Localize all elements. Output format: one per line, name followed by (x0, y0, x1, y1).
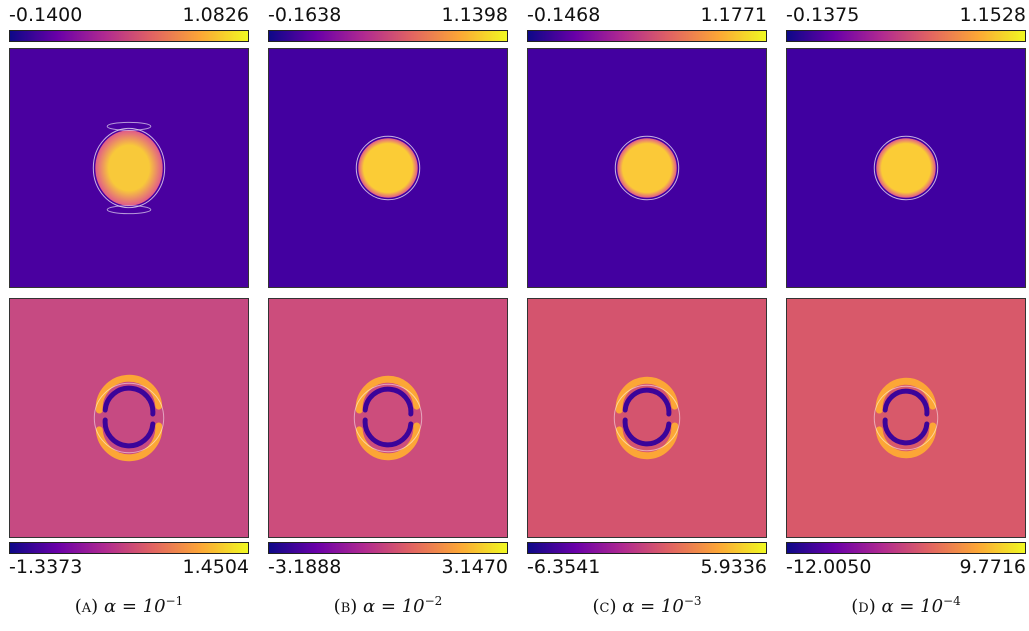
top-colorbar-max-label: 1.0826 (182, 4, 249, 26)
top-colorbar-min-label: -0.1375 (786, 4, 860, 26)
difference-contour (353, 383, 423, 453)
caption-tag: (b) (333, 596, 358, 617)
bottom-colorbar (527, 542, 767, 554)
top-colorbar (268, 30, 508, 42)
figure-column-1: -0.1400 1.0826 -1.3373 1.4504 (a) α = 10−1 (9, 0, 249, 631)
caption-tag: (c) (592, 596, 617, 617)
negative-arc (882, 417, 930, 446)
caption-exponent: −2 (424, 594, 443, 608)
negative-arc (622, 387, 672, 417)
caption-formula: α = 10 (881, 596, 944, 617)
negative-arc (102, 417, 156, 449)
density-blob (95, 130, 163, 206)
caption-tag: (a) (74, 596, 99, 617)
top-colorbar (9, 30, 249, 42)
density-blob (876, 138, 936, 198)
density-panel (268, 48, 508, 288)
density-blob (358, 138, 418, 198)
top-colorbar-min-label: -0.1400 (9, 4, 83, 26)
caption-formula: α = 10 (103, 596, 166, 617)
difference-contour (93, 382, 165, 454)
panel-caption: (c) α = 10−3 (527, 594, 767, 617)
caption-formula: α = 10 (622, 596, 684, 617)
figure-column-3: -0.1468 1.1771 -6.3541 5.9336 (c) α = 10−3 (527, 0, 767, 631)
negative-arc (622, 417, 672, 447)
field-background (787, 299, 1025, 537)
top-colorbar (527, 30, 767, 42)
caption-formula: α = 10 (363, 596, 425, 617)
top-colorbar-max-label: 1.1528 (959, 4, 1026, 26)
difference-panel (786, 298, 1026, 538)
caption-tag: (d) (851, 596, 876, 617)
panel-caption: (d) α = 10−4 (786, 594, 1026, 617)
top-colorbar (786, 30, 1026, 42)
density-contour (355, 135, 421, 201)
density-plot (10, 49, 248, 287)
negative-arc (362, 417, 414, 448)
density-contour (106, 121, 152, 131)
bottom-colorbar (786, 542, 1026, 554)
negative-arc (102, 385, 156, 417)
field-background (269, 299, 507, 537)
difference-panel (268, 298, 508, 538)
top-colorbar-min-label: -0.1468 (527, 4, 601, 26)
density-plot (787, 49, 1025, 287)
difference-panel (9, 298, 249, 538)
bottom-colorbar-min-label: -1.3373 (9, 556, 83, 578)
density-contour (614, 135, 680, 201)
bottom-colorbar-max-label: 3.1470 (441, 556, 508, 578)
field-background (10, 299, 248, 537)
panel-caption: (a) α = 10−1 (9, 594, 249, 617)
density-plot (269, 49, 507, 287)
density-contour (92, 127, 166, 209)
density-panel (786, 48, 1026, 288)
density-contour (873, 135, 939, 201)
difference-plot (528, 299, 766, 537)
bottom-colorbar-min-label: -12.0050 (786, 556, 872, 578)
bottom-colorbar-max-label: 5.9336 (700, 556, 767, 578)
figure-column-2: -0.1638 1.1398 -3.1888 3.1470 (b) α = 10−2 (268, 0, 508, 631)
bottom-colorbar (268, 542, 508, 554)
density-contour (106, 205, 152, 215)
difference-plot (787, 299, 1025, 537)
density-panel (9, 48, 249, 288)
field-background (528, 299, 766, 537)
density-blob (617, 138, 677, 198)
difference-contour (613, 384, 681, 452)
figure-column-4: -0.1375 1.1528 -12.0050 9.7716 (d) α = 10−4 (786, 0, 1026, 631)
bottom-colorbar-max-label: 1.4504 (182, 556, 249, 578)
bottom-colorbar-min-label: -6.3541 (527, 556, 601, 578)
top-colorbar-max-label: 1.1771 (700, 4, 767, 26)
bottom-colorbar-max-label: 9.7716 (959, 556, 1026, 578)
top-colorbar-min-label: -0.1638 (268, 4, 342, 26)
top-colorbar-max-label: 1.1398 (441, 4, 508, 26)
difference-plot (269, 299, 507, 537)
difference-contour (873, 385, 939, 451)
difference-plot (10, 299, 248, 537)
difference-panel (527, 298, 767, 538)
negative-arc (362, 386, 414, 417)
panel-caption: (b) α = 10−2 (268, 594, 508, 617)
caption-exponent: −4 (943, 594, 961, 608)
density-panel (527, 48, 767, 288)
caption-exponent: −3 (683, 594, 702, 608)
bottom-colorbar (9, 542, 249, 554)
density-plot (528, 49, 766, 287)
caption-exponent: −1 (165, 594, 184, 608)
bottom-colorbar-min-label: -3.1888 (268, 556, 342, 578)
negative-arc (882, 388, 930, 417)
